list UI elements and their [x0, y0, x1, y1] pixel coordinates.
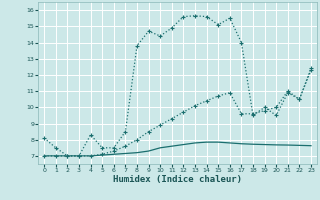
- X-axis label: Humidex (Indice chaleur): Humidex (Indice chaleur): [113, 175, 242, 184]
